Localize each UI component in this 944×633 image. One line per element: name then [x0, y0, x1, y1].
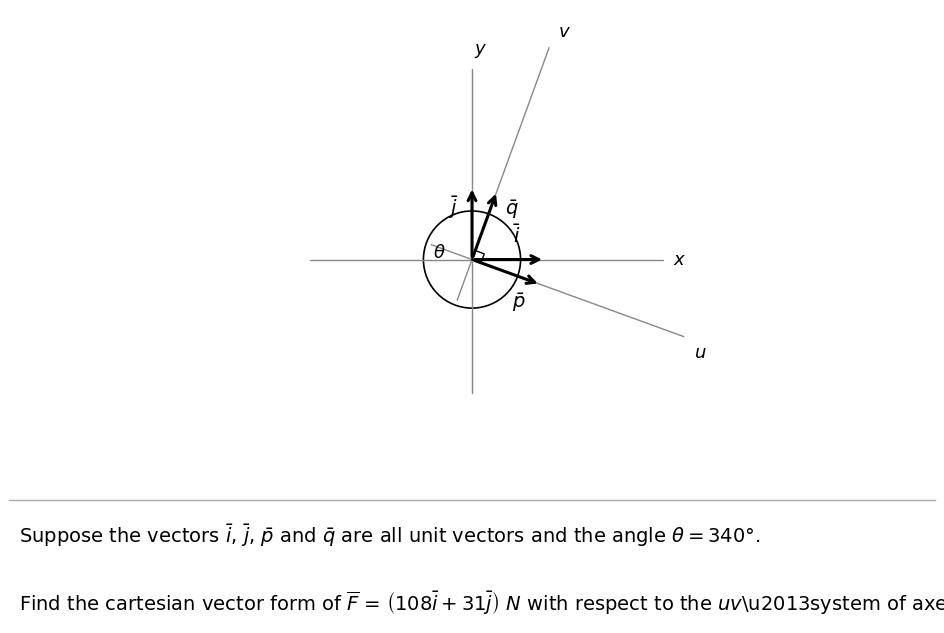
Text: Find the cartesian vector form of $\overline{F}$ = $\left(108\bar{i} + 31\bar{j}: Find the cartesian vector form of $\over…: [19, 589, 944, 616]
Text: Suppose the vectors $\bar{i}$, $\bar{j}$, $\bar{p}$ and $\bar{q}$ are all unit v: Suppose the vectors $\bar{i}$, $\bar{j}$…: [19, 522, 761, 549]
Text: $\bar{q}$: $\bar{q}$: [505, 198, 519, 221]
Text: $\theta$: $\theta$: [432, 244, 446, 261]
Text: $v$: $v$: [558, 23, 571, 41]
Text: $x$: $x$: [673, 251, 686, 268]
Text: $u$: $u$: [695, 344, 707, 361]
Text: $\bar{j}$: $\bar{j}$: [447, 194, 458, 220]
Text: $\bar{i}$: $\bar{i}$: [514, 225, 521, 248]
Text: $y$: $y$: [474, 42, 487, 60]
Text: $\bar{p}$: $\bar{p}$: [512, 291, 525, 313]
